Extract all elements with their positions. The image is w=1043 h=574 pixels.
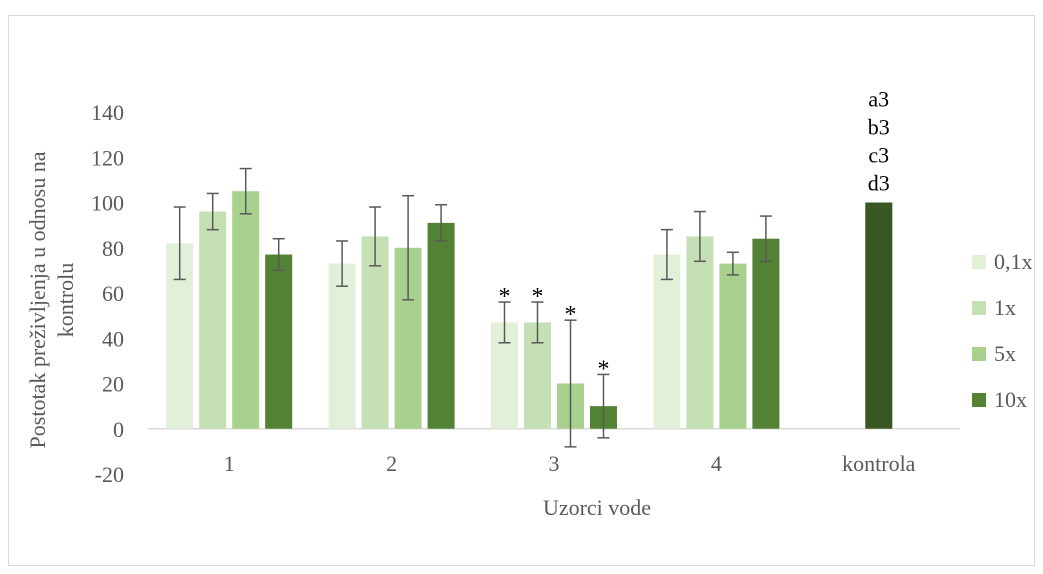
y-axis-title-line-1: Postotak preživljenja u odnosu na	[25, 151, 50, 448]
legend: 0,1x 1x 5x 10x	[972, 249, 1033, 412]
control-bar	[865, 202, 893, 429]
y-tick-label: 140	[91, 100, 124, 125]
control-annotation-group: a3 b3 c3 d3	[868, 87, 890, 196]
x-axis-title: Uzorci vode	[543, 495, 651, 520]
y-tick-label: 40	[102, 326, 124, 351]
bar	[199, 211, 227, 429]
control-annotation-line: c3	[868, 143, 889, 168]
bar	[686, 236, 714, 429]
y-axis-title-line-2: kontrolu	[53, 263, 78, 338]
x-tick-label: 1	[224, 451, 235, 476]
legend-label: 10x	[994, 387, 1027, 412]
control-annotation-line: b3	[868, 115, 890, 140]
significance-star: *	[598, 356, 610, 382]
significance-stars-group: * * * *	[499, 284, 610, 382]
bar	[361, 236, 389, 429]
error-bars-group	[173, 167, 772, 448]
legend-label: 0,1x	[994, 249, 1033, 274]
legend-swatch	[972, 301, 986, 315]
bar	[265, 254, 293, 429]
bar	[752, 238, 780, 429]
y-tick-label: -20	[95, 462, 124, 487]
bar	[719, 263, 747, 429]
y-tick-label: 120	[91, 145, 124, 170]
x-tick-label: 3	[549, 451, 560, 476]
legend-label: 1x	[994, 295, 1016, 320]
y-tick-label: 60	[102, 281, 124, 306]
bar	[653, 254, 681, 429]
control-annotation-line: a3	[868, 87, 889, 112]
x-tick-label-control: kontrola	[842, 451, 916, 476]
x-tick-label: 4	[711, 451, 722, 476]
bar	[232, 191, 260, 429]
y-tick-label: 20	[102, 372, 124, 397]
bar	[328, 263, 356, 429]
bars-group	[166, 191, 893, 429]
legend-swatch	[972, 255, 986, 269]
x-axis-ticks: 1 2 3 4 kontrola	[224, 451, 916, 476]
legend-swatch	[972, 393, 986, 407]
bar	[427, 222, 455, 429]
y-axis-ticks: 140 120 100 80 60 40 20 0 -20	[91, 100, 124, 487]
significance-star: *	[565, 302, 577, 328]
significance-star: *	[532, 284, 544, 310]
y-tick-label: 80	[102, 236, 124, 261]
legend-label: 5x	[994, 341, 1016, 366]
significance-star: *	[499, 284, 511, 310]
control-annotation-line: d3	[868, 171, 890, 196]
x-tick-label: 2	[386, 451, 397, 476]
y-tick-label: 0	[113, 417, 124, 442]
legend-swatch	[972, 347, 986, 361]
y-tick-label: 100	[91, 191, 124, 216]
